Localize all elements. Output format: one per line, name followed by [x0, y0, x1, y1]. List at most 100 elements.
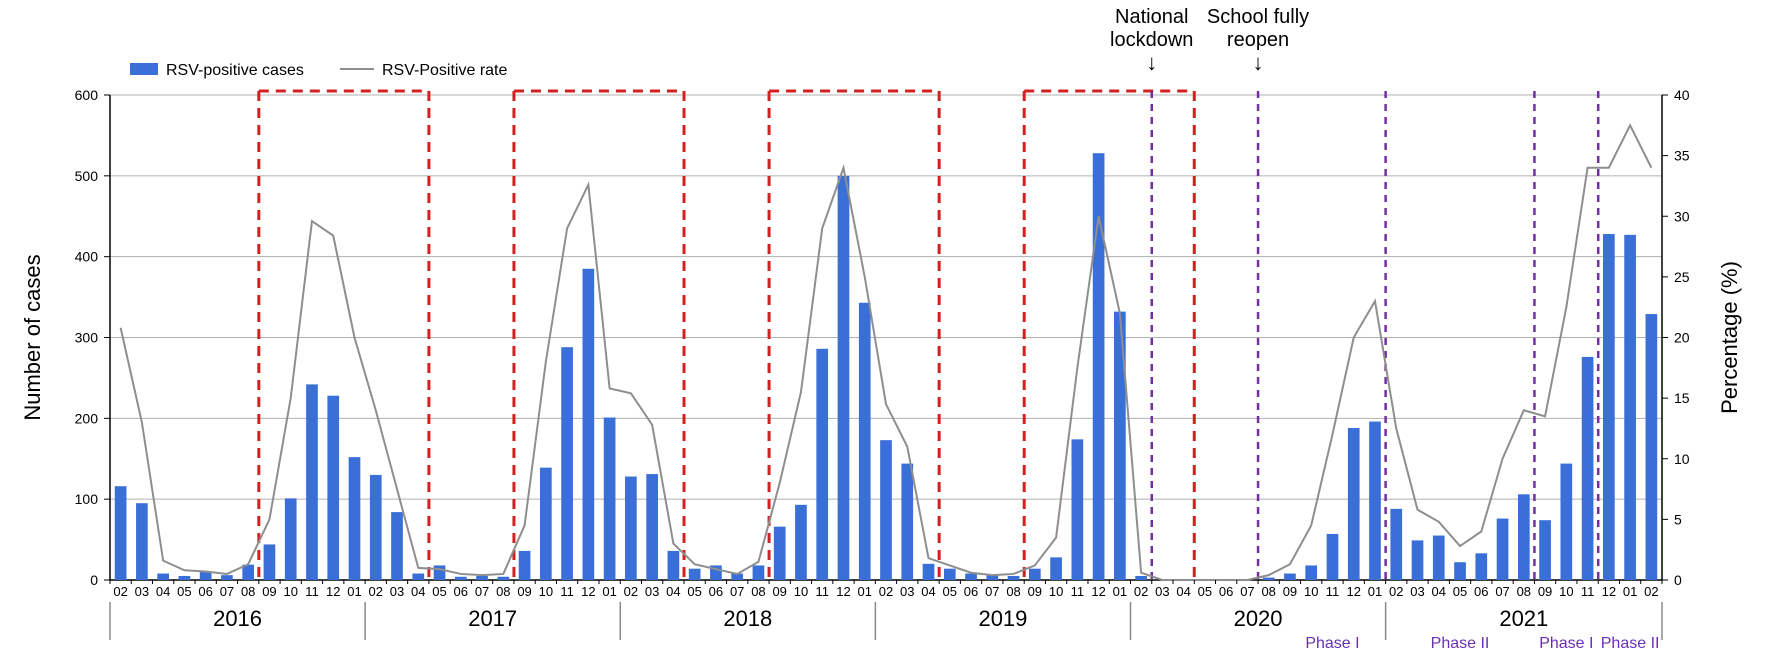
- svg-text:12: 12: [1346, 584, 1360, 599]
- svg-text:09: 09: [772, 584, 786, 599]
- svg-text:10: 10: [794, 584, 808, 599]
- svg-text:05: 05: [432, 584, 446, 599]
- svg-text:12: 12: [836, 584, 850, 599]
- annotation-label: School fullyreopen: [1207, 6, 1309, 51]
- svg-text:04: 04: [1176, 584, 1190, 599]
- svg-text:08: 08: [1261, 584, 1275, 599]
- annotation-label: Nationallockdown: [1110, 6, 1193, 51]
- svg-text:11: 11: [1071, 584, 1085, 599]
- svg-text:09: 09: [1538, 584, 1552, 599]
- svg-text:11: 11: [1581, 584, 1595, 599]
- svg-text:11: 11: [305, 584, 319, 599]
- svg-text:600: 600: [75, 87, 99, 103]
- svg-text:2018: 2018: [723, 606, 772, 631]
- annotation-school-reopen: School fullyreopen ↓: [1188, 6, 1328, 74]
- chart-svg: 0100200300400500600051015202530354002030…: [0, 0, 1772, 670]
- svg-text:RSV-positive cases: RSV-positive cases: [166, 62, 304, 79]
- svg-text:05: 05: [943, 584, 957, 599]
- svg-text:40: 40: [1674, 87, 1690, 103]
- svg-text:09: 09: [517, 584, 531, 599]
- svg-text:06: 06: [964, 584, 978, 599]
- svg-text:07: 07: [220, 584, 234, 599]
- svg-text:07: 07: [1495, 584, 1509, 599]
- svg-text:09: 09: [1283, 584, 1297, 599]
- rsv-epidemiology-chart: 0100200300400500600051015202530354002030…: [0, 0, 1772, 670]
- svg-text:03: 03: [135, 584, 149, 599]
- svg-text:02: 02: [1644, 584, 1658, 599]
- svg-text:10: 10: [1559, 584, 1573, 599]
- svg-text:02: 02: [1389, 584, 1403, 599]
- svg-text:03: 03: [1410, 584, 1424, 599]
- svg-text:Number of cases: Number of cases: [20, 254, 45, 420]
- svg-text:12: 12: [326, 584, 340, 599]
- svg-text:12: 12: [581, 584, 595, 599]
- svg-text:05: 05: [1453, 584, 1467, 599]
- svg-text:11: 11: [560, 584, 574, 599]
- svg-text:04: 04: [156, 584, 170, 599]
- svg-text:04: 04: [411, 584, 425, 599]
- svg-text:10: 10: [1674, 451, 1690, 467]
- svg-text:07: 07: [730, 584, 744, 599]
- svg-text:Phase I: Phase I: [1539, 635, 1593, 652]
- svg-text:12: 12: [1602, 584, 1616, 599]
- svg-text:06: 06: [709, 584, 723, 599]
- svg-text:07: 07: [985, 584, 999, 599]
- svg-text:2019: 2019: [978, 606, 1027, 631]
- svg-text:07: 07: [475, 584, 489, 599]
- svg-text:03: 03: [1155, 584, 1169, 599]
- svg-text:25: 25: [1674, 269, 1690, 285]
- svg-text:06: 06: [1219, 584, 1233, 599]
- svg-text:02: 02: [1134, 584, 1148, 599]
- svg-text:01: 01: [347, 584, 361, 599]
- svg-text:06: 06: [454, 584, 468, 599]
- svg-text:02: 02: [624, 584, 638, 599]
- svg-text:04: 04: [1432, 584, 1446, 599]
- svg-text:2021: 2021: [1499, 606, 1548, 631]
- svg-text:2016: 2016: [213, 606, 262, 631]
- svg-text:01: 01: [858, 584, 872, 599]
- svg-text:04: 04: [921, 584, 935, 599]
- svg-text:2017: 2017: [468, 606, 517, 631]
- svg-text:11: 11: [1326, 584, 1340, 599]
- svg-text:03: 03: [645, 584, 659, 599]
- svg-text:05: 05: [1198, 584, 1212, 599]
- svg-text:2020: 2020: [1234, 606, 1283, 631]
- svg-text:02: 02: [879, 584, 893, 599]
- svg-text:11: 11: [815, 584, 829, 599]
- svg-text:400: 400: [75, 249, 99, 265]
- svg-text:Phase II: Phase II: [1431, 635, 1490, 652]
- svg-text:06: 06: [1474, 584, 1488, 599]
- svg-text:07: 07: [1240, 584, 1254, 599]
- svg-text:01: 01: [1368, 584, 1382, 599]
- svg-text:08: 08: [1006, 584, 1020, 599]
- svg-text:20: 20: [1674, 330, 1690, 346]
- svg-text:08: 08: [496, 584, 510, 599]
- svg-text:35: 35: [1674, 148, 1690, 164]
- svg-text:08: 08: [751, 584, 765, 599]
- svg-text:10: 10: [1049, 584, 1063, 599]
- svg-text:08: 08: [1517, 584, 1531, 599]
- svg-text:01: 01: [1623, 584, 1637, 599]
- svg-text:Percentage (%): Percentage (%): [1717, 261, 1742, 414]
- svg-text:RSV-Positive rate: RSV-Positive rate: [382, 62, 507, 79]
- svg-text:05: 05: [687, 584, 701, 599]
- svg-text:01: 01: [602, 584, 616, 599]
- svg-text:5: 5: [1674, 511, 1682, 527]
- svg-text:02: 02: [113, 584, 127, 599]
- svg-text:100: 100: [75, 491, 99, 507]
- svg-text:05: 05: [177, 584, 191, 599]
- svg-text:300: 300: [75, 330, 99, 346]
- svg-text:Phase II: Phase II: [1601, 635, 1660, 652]
- svg-text:15: 15: [1674, 390, 1690, 406]
- svg-text:200: 200: [75, 410, 99, 426]
- svg-text:02: 02: [369, 584, 383, 599]
- svg-text:500: 500: [75, 168, 99, 184]
- svg-text:0: 0: [90, 572, 98, 588]
- svg-text:04: 04: [666, 584, 680, 599]
- svg-text:03: 03: [390, 584, 404, 599]
- svg-text:08: 08: [241, 584, 255, 599]
- arrow-down-icon: ↓: [1188, 52, 1328, 74]
- svg-text:30: 30: [1674, 208, 1690, 224]
- svg-text:10: 10: [1304, 584, 1318, 599]
- svg-text:0: 0: [1674, 572, 1682, 588]
